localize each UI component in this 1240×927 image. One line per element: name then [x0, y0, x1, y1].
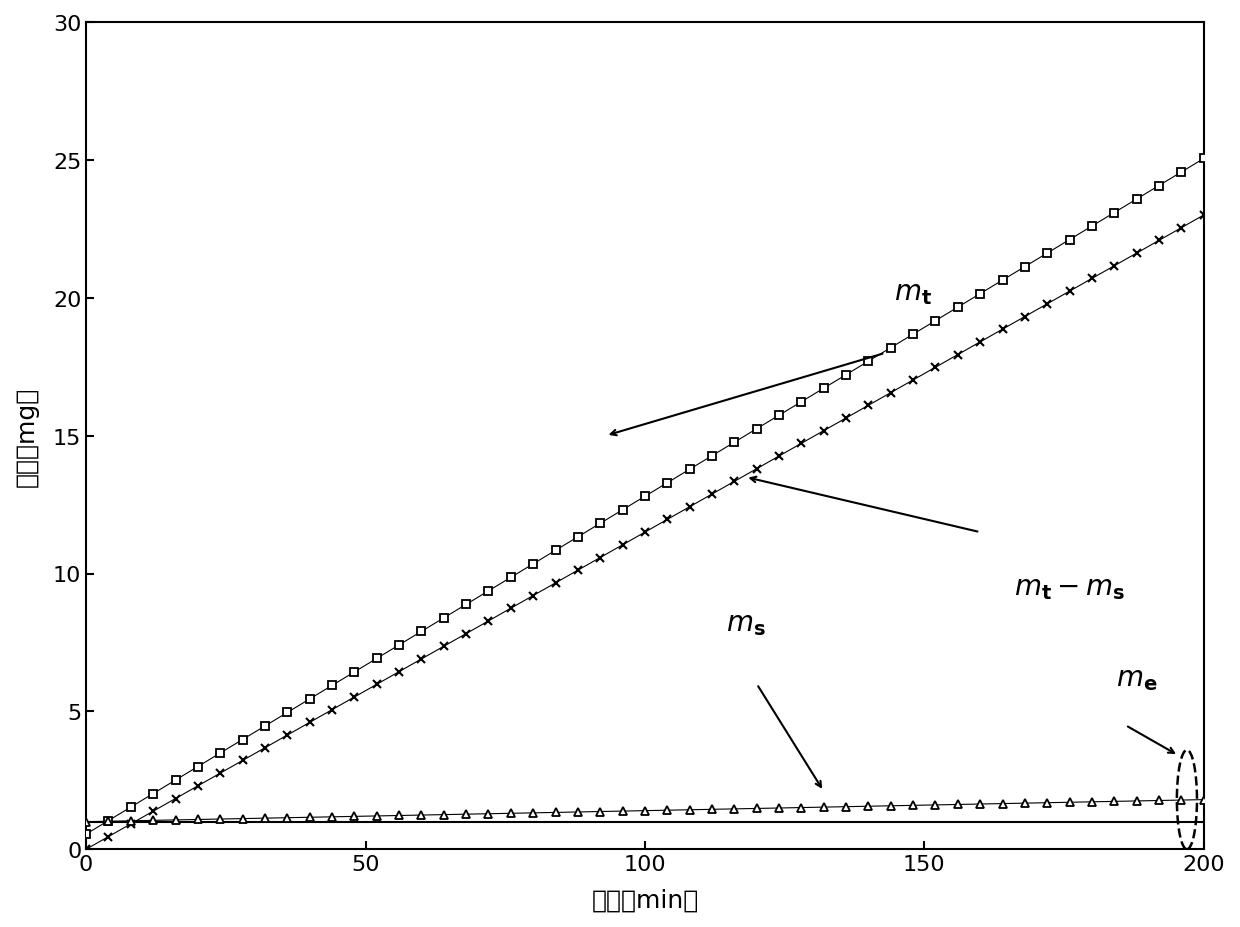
Text: $\mathbf{\mathit{m}}_\mathbf{t}$: $\mathbf{\mathit{m}}_\mathbf{t}$: [894, 280, 932, 307]
Y-axis label: 质量（mg）: 质量（mg）: [15, 386, 38, 487]
X-axis label: 时间（min）: 时间（min）: [591, 888, 698, 912]
Text: $\mathbf{\mathit{m}}_\mathbf{t}-\mathbf{\mathit{m}}_\mathbf{s}$: $\mathbf{\mathit{m}}_\mathbf{t}-\mathbf{…: [1014, 574, 1125, 601]
Text: $\mathbf{\mathit{m}}_\mathbf{s}$: $\mathbf{\mathit{m}}_\mathbf{s}$: [725, 610, 765, 637]
Text: $\mathbf{\mathit{m}}_\mathbf{e}$: $\mathbf{\mathit{m}}_\mathbf{e}$: [1116, 666, 1157, 692]
